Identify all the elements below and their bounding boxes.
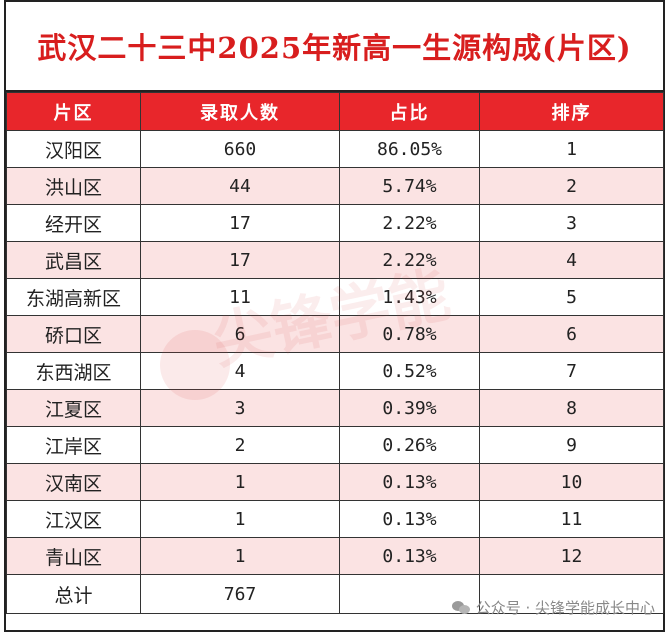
percent-cell: 0.13%	[339, 537, 480, 575]
percent-cell: 0.39%	[339, 389, 480, 427]
rank-cell: 8	[479, 389, 664, 427]
count-cell: 11	[140, 278, 340, 316]
area-cell: 武昌区	[6, 241, 141, 279]
table-row: 汉阳区 660 86.05% 1	[6, 130, 664, 168]
rank-cell: 6	[479, 315, 664, 353]
area-cell: 硚口区	[6, 315, 141, 353]
table-row: 武昌区 17 2.22% 4	[6, 241, 664, 279]
rank-cell: 4	[479, 241, 664, 279]
column-header-area: 片区	[6, 92, 141, 131]
rank-cell: 11	[479, 500, 664, 538]
area-cell: 经开区	[6, 204, 141, 242]
table-row: 青山区 1 0.13% 12	[6, 537, 664, 575]
table-row: 东湖高新区 11 1.43% 5	[6, 278, 664, 316]
count-cell: 1	[140, 537, 340, 575]
total-label: 总计	[6, 574, 141, 614]
page-title: 武汉二十三中2025年新高一生源构成(片区)	[6, 2, 663, 92]
percent-cell: 2.22%	[339, 241, 480, 279]
count-cell: 3	[140, 389, 340, 427]
area-cell: 江汉区	[6, 500, 141, 538]
count-cell: 660	[140, 130, 340, 168]
area-cell: 洪山区	[6, 167, 141, 205]
column-header-count: 录取人数	[140, 92, 340, 131]
percent-cell: 0.78%	[339, 315, 480, 353]
table-row: 经开区 17 2.22% 3	[6, 204, 664, 242]
count-cell: 1	[140, 463, 340, 501]
table-row: 硚口区 6 0.78% 6	[6, 315, 664, 353]
table-row: 洪山区 44 5.74% 2	[6, 167, 664, 205]
table-row: 江岸区 2 0.26% 9	[6, 426, 664, 464]
percent-cell: 0.13%	[339, 500, 480, 538]
count-cell: 6	[140, 315, 340, 353]
area-cell: 东西湖区	[6, 352, 141, 390]
area-cell: 汉南区	[6, 463, 141, 501]
area-cell: 青山区	[6, 537, 141, 575]
total-count: 767	[140, 574, 340, 614]
percent-cell: 2.22%	[339, 204, 480, 242]
count-cell: 17	[140, 241, 340, 279]
count-cell: 17	[140, 204, 340, 242]
column-header-rank: 排序	[479, 92, 664, 131]
count-cell: 44	[140, 167, 340, 205]
rank-cell: 7	[479, 352, 664, 390]
column-header-percent: 占比	[339, 92, 480, 131]
table-row: 江汉区 1 0.13% 11	[6, 500, 664, 538]
wechat-icon	[451, 600, 470, 615]
percent-cell: 0.26%	[339, 426, 480, 464]
percent-cell: 5.74%	[339, 167, 480, 205]
area-cell: 江夏区	[6, 389, 141, 427]
footer-text: 公众号 · 尖锋学能成长中心	[475, 599, 655, 617]
table-frame: 武汉二十三中2025年新高一生源构成(片区) 片区 录取人数 占比 排序 汉阳区…	[4, 0, 665, 632]
rank-cell: 3	[479, 204, 664, 242]
empty-cell	[479, 574, 664, 614]
percent-cell: 1.43%	[339, 278, 480, 316]
percent-cell: 86.05%	[339, 130, 480, 168]
rank-cell: 9	[479, 426, 664, 464]
count-cell: 1	[140, 500, 340, 538]
rank-cell: 5	[479, 278, 664, 316]
rank-cell: 1	[479, 130, 664, 168]
rank-cell: 10	[479, 463, 664, 501]
percent-cell: 0.52%	[339, 352, 480, 390]
area-cell: 东湖高新区	[6, 278, 141, 316]
table-row: 江夏区 3 0.39% 8	[6, 389, 664, 427]
area-cell: 汉阳区	[6, 130, 141, 168]
total-row: 总计 767	[6, 574, 664, 614]
rank-cell: 2	[479, 167, 664, 205]
table-row: 东西湖区 4 0.52% 7	[6, 352, 664, 390]
table-row: 汉南区 1 0.13% 10	[6, 463, 664, 501]
count-cell: 2	[140, 426, 340, 464]
percent-cell: 0.13%	[339, 463, 480, 501]
count-cell: 4	[140, 352, 340, 390]
header-row: 片区 录取人数 占比 排序	[6, 92, 664, 131]
data-table: 片区 录取人数 占比 排序 汉阳区 660 86.05% 1 洪山区 44 5.…	[6, 92, 664, 614]
wechat-account-mark: 公众号 · 尖锋学能成长中心	[451, 597, 655, 618]
rank-cell: 12	[479, 537, 664, 575]
area-cell: 江岸区	[6, 426, 141, 464]
